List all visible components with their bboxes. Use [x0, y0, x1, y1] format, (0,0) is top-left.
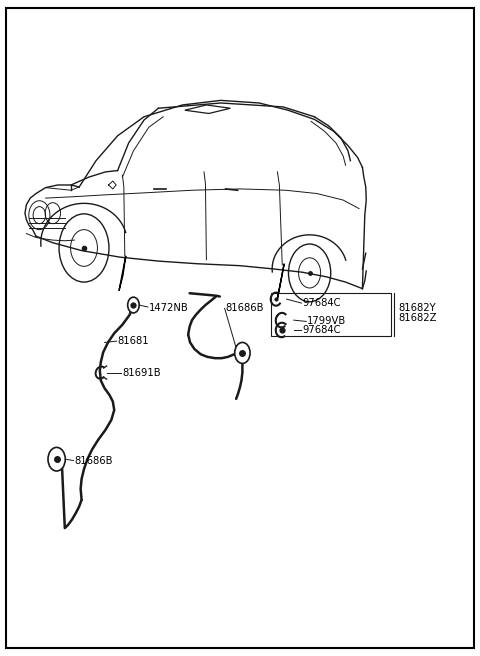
Text: 1472NB: 1472NB [149, 303, 189, 314]
Text: 97684C: 97684C [302, 325, 341, 335]
Text: 81682Z: 81682Z [398, 312, 437, 323]
Bar [271, 293, 391, 336]
Text: 81686B: 81686B [74, 455, 113, 466]
Text: 81691B: 81691B [122, 367, 161, 378]
Polygon shape [119, 256, 126, 291]
Polygon shape [277, 264, 284, 298]
Circle shape [128, 297, 139, 313]
Text: 1799VB: 1799VB [307, 316, 347, 327]
Circle shape [235, 342, 250, 363]
Text: 81682Y: 81682Y [398, 303, 436, 314]
Text: 97684C: 97684C [302, 298, 341, 308]
Text: 81681: 81681 [118, 336, 149, 346]
Circle shape [48, 447, 65, 471]
Text: 81686B: 81686B [226, 303, 264, 314]
